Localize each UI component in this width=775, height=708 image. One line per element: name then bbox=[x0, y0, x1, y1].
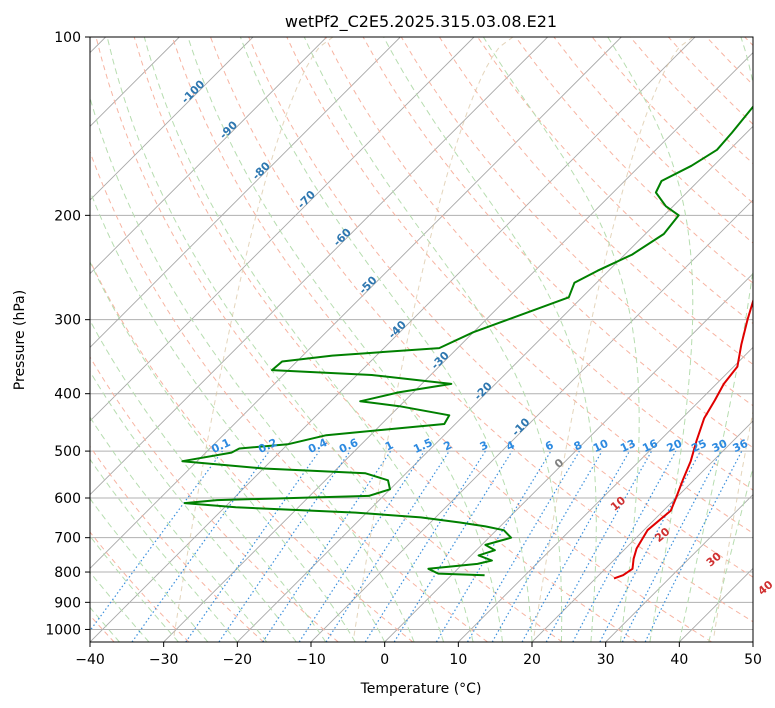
dry-adiabat bbox=[133, 37, 638, 642]
isotherm bbox=[90, 37, 696, 642]
ancillary-curve bbox=[353, 37, 514, 638]
mixing-ratio-label: 30 bbox=[710, 437, 730, 455]
dry-adiabat bbox=[90, 259, 414, 642]
x-tick-label: 40 bbox=[670, 652, 688, 668]
y-tick-label: 400 bbox=[54, 387, 81, 403]
x-tick-label: 50 bbox=[744, 652, 762, 668]
isotherm bbox=[605, 494, 753, 642]
x-tick-label: −30 bbox=[149, 652, 179, 668]
mixing-ratio-label: 10 bbox=[591, 437, 611, 455]
x-tick-label: 30 bbox=[597, 652, 615, 668]
dry-adiabat bbox=[90, 531, 190, 642]
mixing-ratio-line bbox=[218, 450, 351, 642]
isotherm bbox=[90, 37, 622, 569]
y-axis-label: Pressure (hPa) bbox=[12, 290, 28, 390]
x-axis-label: Temperature (°C) bbox=[360, 681, 482, 697]
moist-adiabat bbox=[708, 466, 753, 642]
dry-adiabat bbox=[90, 150, 488, 642]
y-tick-label: 700 bbox=[54, 531, 81, 547]
mixing-ratio-line bbox=[90, 450, 223, 632]
moist-adiabat bbox=[143, 37, 474, 642]
isotherm bbox=[90, 37, 401, 348]
dry-adiabat bbox=[438, 37, 753, 366]
profile-traces bbox=[181, 105, 753, 580]
mixing-ratio-label: 16 bbox=[640, 437, 660, 455]
moist-adiabat bbox=[90, 189, 386, 642]
dry-adiabat bbox=[515, 37, 753, 284]
mixing-ratio-line bbox=[185, 450, 320, 642]
dry-adiabat bbox=[248, 37, 753, 578]
mixing-ratio-line bbox=[298, 450, 425, 642]
mixing-ratio-line bbox=[393, 450, 513, 642]
chart-title: wetPf2_C2E5.2025.315.03.08.E21 bbox=[285, 12, 557, 32]
moist-adiabat bbox=[678, 37, 753, 642]
isotherm bbox=[90, 37, 475, 422]
mixing-ratio-line bbox=[644, 450, 743, 642]
y-tick-label: 800 bbox=[54, 565, 81, 581]
y-tick-label: 100 bbox=[54, 30, 81, 46]
x-tick-label: 0 bbox=[380, 652, 389, 668]
mixing-ratio-label: 25 bbox=[689, 437, 708, 455]
dry-adiabat bbox=[286, 37, 753, 534]
plot-frame bbox=[89, 36, 754, 643]
isotherm bbox=[90, 37, 548, 496]
isotherm bbox=[237, 125, 753, 642]
temperature-trace bbox=[613, 297, 753, 580]
y-tick-label: 900 bbox=[54, 595, 81, 611]
pressure-gridlines bbox=[90, 36, 753, 630]
moist-adiabat bbox=[90, 319, 327, 642]
y-tick-label: 200 bbox=[54, 208, 81, 224]
dry-adiabat bbox=[171, 37, 712, 642]
mixing-ratio-label: 13 bbox=[618, 437, 637, 455]
moist-adiabat bbox=[90, 535, 179, 642]
mixing-ratio-line bbox=[572, 450, 677, 642]
ancillary-curve bbox=[533, 37, 694, 638]
mixing-ratio-label: 20 bbox=[665, 437, 685, 455]
moist-adiabat bbox=[187, 37, 503, 642]
dewpoint-trace bbox=[181, 105, 753, 577]
dry-adiabat bbox=[90, 445, 264, 642]
isotherm bbox=[384, 273, 753, 642]
y-tick-label: 600 bbox=[54, 491, 81, 507]
moist-adiabat bbox=[90, 416, 268, 642]
y-tick-label: 300 bbox=[54, 313, 81, 329]
x-tick-label: −40 bbox=[75, 652, 105, 668]
x-tick-label: 20 bbox=[523, 652, 541, 668]
x-tick-label: 10 bbox=[449, 652, 467, 668]
mixing-ratio-line bbox=[325, 450, 450, 642]
moist-adiabat bbox=[90, 497, 209, 642]
mixing-ratio-label: 36 bbox=[731, 437, 751, 455]
moist-adiabat bbox=[106, 37, 445, 642]
background-lines bbox=[90, 37, 753, 642]
mixing-ratio-line bbox=[521, 450, 631, 642]
mixing-ratio-line bbox=[545, 450, 653, 642]
y-tick-label: 500 bbox=[54, 444, 81, 460]
ancillary-curve bbox=[173, 37, 334, 638]
dry-adiabat bbox=[95, 37, 563, 642]
moist-adiabat bbox=[303, 37, 563, 642]
x-tick-label: −10 bbox=[296, 652, 326, 668]
moist-adiabat bbox=[90, 260, 356, 642]
moist-adiabat bbox=[90, 458, 238, 642]
dry-adiabat bbox=[210, 37, 753, 623]
moist-adiabat bbox=[383, 37, 597, 642]
moist-adiabat bbox=[90, 96, 415, 642]
y-tick-label: 1000 bbox=[45, 622, 81, 638]
x-tick-label: −20 bbox=[223, 652, 253, 668]
ancillary-curve bbox=[713, 409, 753, 638]
moist-adiabat bbox=[239, 37, 533, 642]
moist-adiabat bbox=[90, 370, 297, 642]
moist-adiabat bbox=[607, 37, 694, 642]
dry-adiabat bbox=[90, 356, 339, 642]
isotherm bbox=[90, 37, 254, 201]
mixing-ratio-line bbox=[262, 450, 392, 642]
isotherm bbox=[531, 420, 753, 642]
moist-adiabat bbox=[482, 37, 640, 642]
isotherm bbox=[90, 37, 327, 275]
isotherm bbox=[163, 52, 753, 642]
mixing-ratio-line bbox=[131, 450, 270, 642]
